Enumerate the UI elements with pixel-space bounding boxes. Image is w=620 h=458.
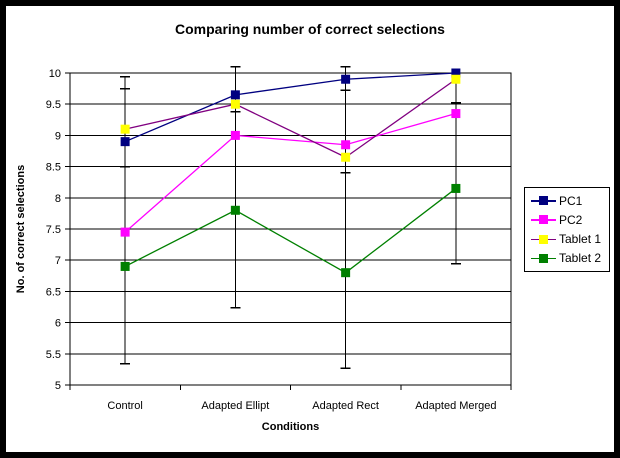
marker-PC1 <box>451 68 461 78</box>
y-tick-label: 8.5 <box>46 162 61 174</box>
y-tick-label: 8 <box>55 193 61 205</box>
chart-title: Comparing number of correct selections <box>175 21 445 37</box>
marker-Tablet-1 <box>341 152 351 162</box>
legend-sample <box>531 215 556 225</box>
y-tick-label: 6.5 <box>46 286 61 298</box>
marker-PC2 <box>120 227 130 237</box>
legend-item-PC2: PC2 <box>531 210 607 229</box>
marker-PC2 <box>341 140 351 150</box>
y-axis-title: No. of correct selections <box>15 164 27 294</box>
marker-PC2 <box>451 109 461 119</box>
legend-label: Tablet 2 <box>559 251 602 266</box>
marker-Tablet-1 <box>120 124 130 134</box>
legend-label: PC2 <box>559 212 583 227</box>
legend-marker <box>539 253 548 263</box>
series-line-Tablet-1 <box>124 78 457 158</box>
marker-PC1 <box>120 137 130 147</box>
legend-sample <box>531 253 556 263</box>
y-tick-label: 5.5 <box>46 349 61 361</box>
marker-PC1 <box>230 90 240 100</box>
marker-Tablet-1 <box>230 99 240 109</box>
x-category-label: Adapted Merged <box>415 400 496 412</box>
marker-Tablet-2 <box>120 261 130 271</box>
legend: PC1 PC2 Tablet 1 Tablet 2 <box>524 187 610 272</box>
marker-PC1 <box>341 74 351 84</box>
y-tick-label: 9 <box>55 130 61 142</box>
x-category-label: Control <box>107 400 142 412</box>
y-tick-label: 7 <box>55 255 61 267</box>
x-category-label: Adapted Ellipt <box>201 400 269 412</box>
marker-PC2 <box>230 130 240 140</box>
x-category-label: Adapted Rect <box>312 400 379 412</box>
marker-Tablet-2 <box>451 183 461 193</box>
legend-marker <box>539 215 548 225</box>
y-tick-label: 9.5 <box>46 99 61 111</box>
marker-Tablet-2 <box>341 268 351 278</box>
series-line-Tablet-2 <box>124 187 457 274</box>
y-tick-label: 7.5 <box>46 224 61 236</box>
legend-item-PC1: PC1 <box>531 191 607 210</box>
marker-Tablet-1 <box>451 74 461 84</box>
legend-sample <box>531 196 556 206</box>
series-line-PC1 <box>124 72 456 143</box>
series-line-PC2 <box>124 112 457 233</box>
legend-marker <box>539 196 548 206</box>
legend-marker <box>539 234 548 244</box>
legend-label: PC1 <box>559 193 583 208</box>
legend-label: Tablet 1 <box>559 232 602 247</box>
legend-item-Tablet-2: Tablet 2 <box>531 249 607 268</box>
y-tick-label: 10 <box>49 68 61 80</box>
marker-Tablet-2 <box>230 205 240 215</box>
x-axis-title: Conditions <box>261 421 320 433</box>
legend-sample <box>531 234 556 244</box>
y-tick-label: 6 <box>55 318 61 330</box>
legend-item-Tablet-1: Tablet 1 <box>531 230 607 249</box>
y-tick-label: 5 <box>55 380 61 392</box>
